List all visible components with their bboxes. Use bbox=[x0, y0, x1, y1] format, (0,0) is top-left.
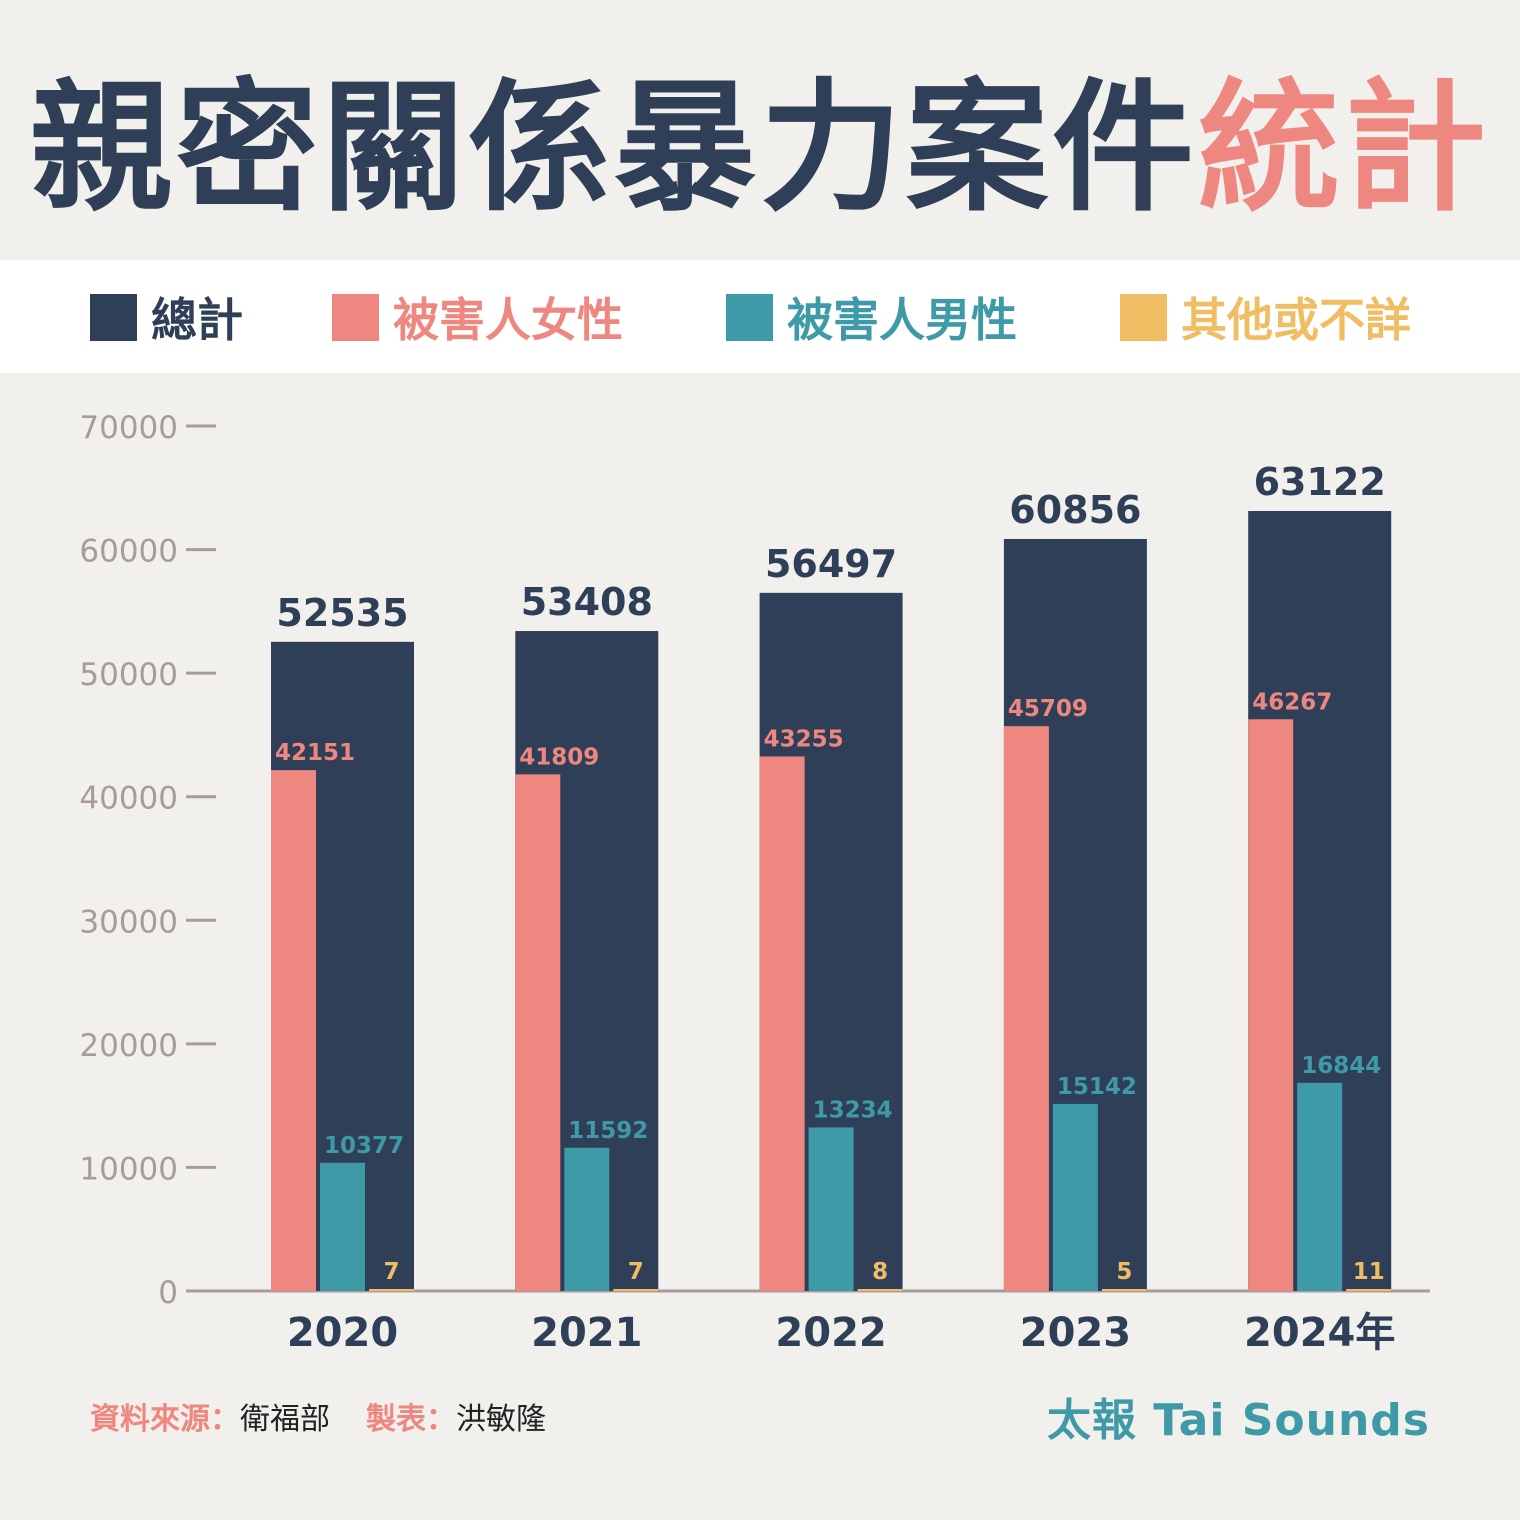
x-tick-label-1: 2021 bbox=[531, 1310, 642, 1356]
label-female-3: 45709 bbox=[1008, 696, 1088, 722]
label-female-1: 41809 bbox=[519, 744, 599, 770]
bar-other-3 bbox=[1101, 1289, 1147, 1291]
legend: 總計 被害人女性 被害人男性 其他或不詳 bbox=[0, 260, 1520, 373]
y-tick-label-60000: 60000 bbox=[79, 534, 178, 570]
x-tick-label-2: 2022 bbox=[775, 1310, 886, 1356]
bar-other-4 bbox=[1346, 1289, 1392, 1291]
legend-label-total: 總計 bbox=[151, 293, 243, 347]
label-total-0: 52535 bbox=[276, 591, 408, 635]
source-label: 資料來源： bbox=[90, 1402, 240, 1437]
label-other-1: 7 bbox=[628, 1259, 644, 1285]
label-total-1: 53408 bbox=[521, 580, 653, 624]
maker-value: 洪敏隆 bbox=[456, 1402, 546, 1437]
y-tick-label-10000: 10000 bbox=[79, 1151, 178, 1187]
label-male-2: 13234 bbox=[813, 1097, 893, 1123]
y-tick-label-0: 0 bbox=[158, 1275, 178, 1311]
y-tick-label-50000: 50000 bbox=[79, 657, 178, 693]
bar-male-0 bbox=[320, 1162, 365, 1291]
title-accent: 統計 bbox=[1198, 66, 1490, 231]
y-tick-label-70000: 70000 bbox=[79, 410, 178, 446]
x-tick-label-0: 2020 bbox=[287, 1310, 398, 1356]
label-female-0: 42151 bbox=[275, 740, 355, 766]
bar-female-2 bbox=[759, 756, 805, 1291]
legend-swatch-total bbox=[90, 293, 137, 341]
label-male-4: 16844 bbox=[1301, 1053, 1381, 1079]
label-other-3: 5 bbox=[1116, 1259, 1132, 1285]
y-tick-label-40000: 40000 bbox=[79, 781, 178, 817]
label-total-3: 60856 bbox=[1009, 488, 1141, 532]
label-female-2: 43255 bbox=[764, 726, 844, 752]
bar-other-0 bbox=[369, 1289, 414, 1291]
x-tick-label-4: 2024年 bbox=[1244, 1310, 1395, 1356]
label-total-2: 56497 bbox=[765, 542, 897, 586]
label-total-4: 63122 bbox=[1254, 460, 1386, 504]
y-tick-label-30000: 30000 bbox=[79, 904, 178, 940]
label-male-1: 11592 bbox=[568, 1118, 648, 1144]
bar-male-3 bbox=[1052, 1103, 1098, 1291]
label-male-0: 10377 bbox=[324, 1133, 404, 1159]
bar-male-4 bbox=[1297, 1082, 1343, 1291]
label-male-3: 15142 bbox=[1057, 1074, 1137, 1100]
bar-female-1 bbox=[515, 774, 561, 1291]
legend-swatch-female bbox=[332, 293, 379, 341]
label-other-0: 7 bbox=[383, 1259, 399, 1285]
legend-item-female: 被害人女性 bbox=[332, 293, 623, 347]
label-other-4: 11 bbox=[1353, 1259, 1385, 1285]
legend-swatch-other bbox=[1120, 293, 1167, 341]
bar-female-3 bbox=[1003, 726, 1049, 1291]
legend-swatch-male bbox=[726, 293, 773, 341]
bar-female-0 bbox=[271, 770, 316, 1291]
label-female-4: 46267 bbox=[1252, 689, 1332, 715]
label-other-2: 8 bbox=[872, 1259, 888, 1285]
bar-female-4 bbox=[1248, 719, 1294, 1291]
legend-item-total: 總計 bbox=[90, 293, 243, 347]
legend-label-female: 被害人女性 bbox=[393, 293, 623, 347]
footer-credits: 資料來源：衛福部 製表：洪敏隆 bbox=[90, 1394, 546, 1438]
bar-other-1 bbox=[613, 1289, 659, 1291]
maker-label: 製表： bbox=[366, 1402, 456, 1437]
x-tick-label-3: 2023 bbox=[1020, 1310, 1131, 1356]
bar-male-2 bbox=[808, 1127, 854, 1291]
page-title: 親密關係暴力案件統計 bbox=[0, 78, 1520, 220]
legend-item-male: 被害人男性 bbox=[726, 293, 1017, 347]
y-tick-label-20000: 20000 bbox=[79, 1028, 178, 1064]
title-main: 親密關係暴力案件 bbox=[30, 66, 1198, 231]
legend-item-other: 其他或不詳 bbox=[1120, 293, 1411, 347]
bar-other-2 bbox=[857, 1289, 903, 1291]
legend-label-male: 被害人男性 bbox=[787, 293, 1017, 347]
brand-logo-text: 太報 Tai Sounds bbox=[1046, 1395, 1430, 1446]
legend-label-other: 其他或不詳 bbox=[1181, 293, 1411, 347]
bar-male-1 bbox=[564, 1147, 610, 1291]
source-value: 衛福部 bbox=[240, 1402, 330, 1437]
